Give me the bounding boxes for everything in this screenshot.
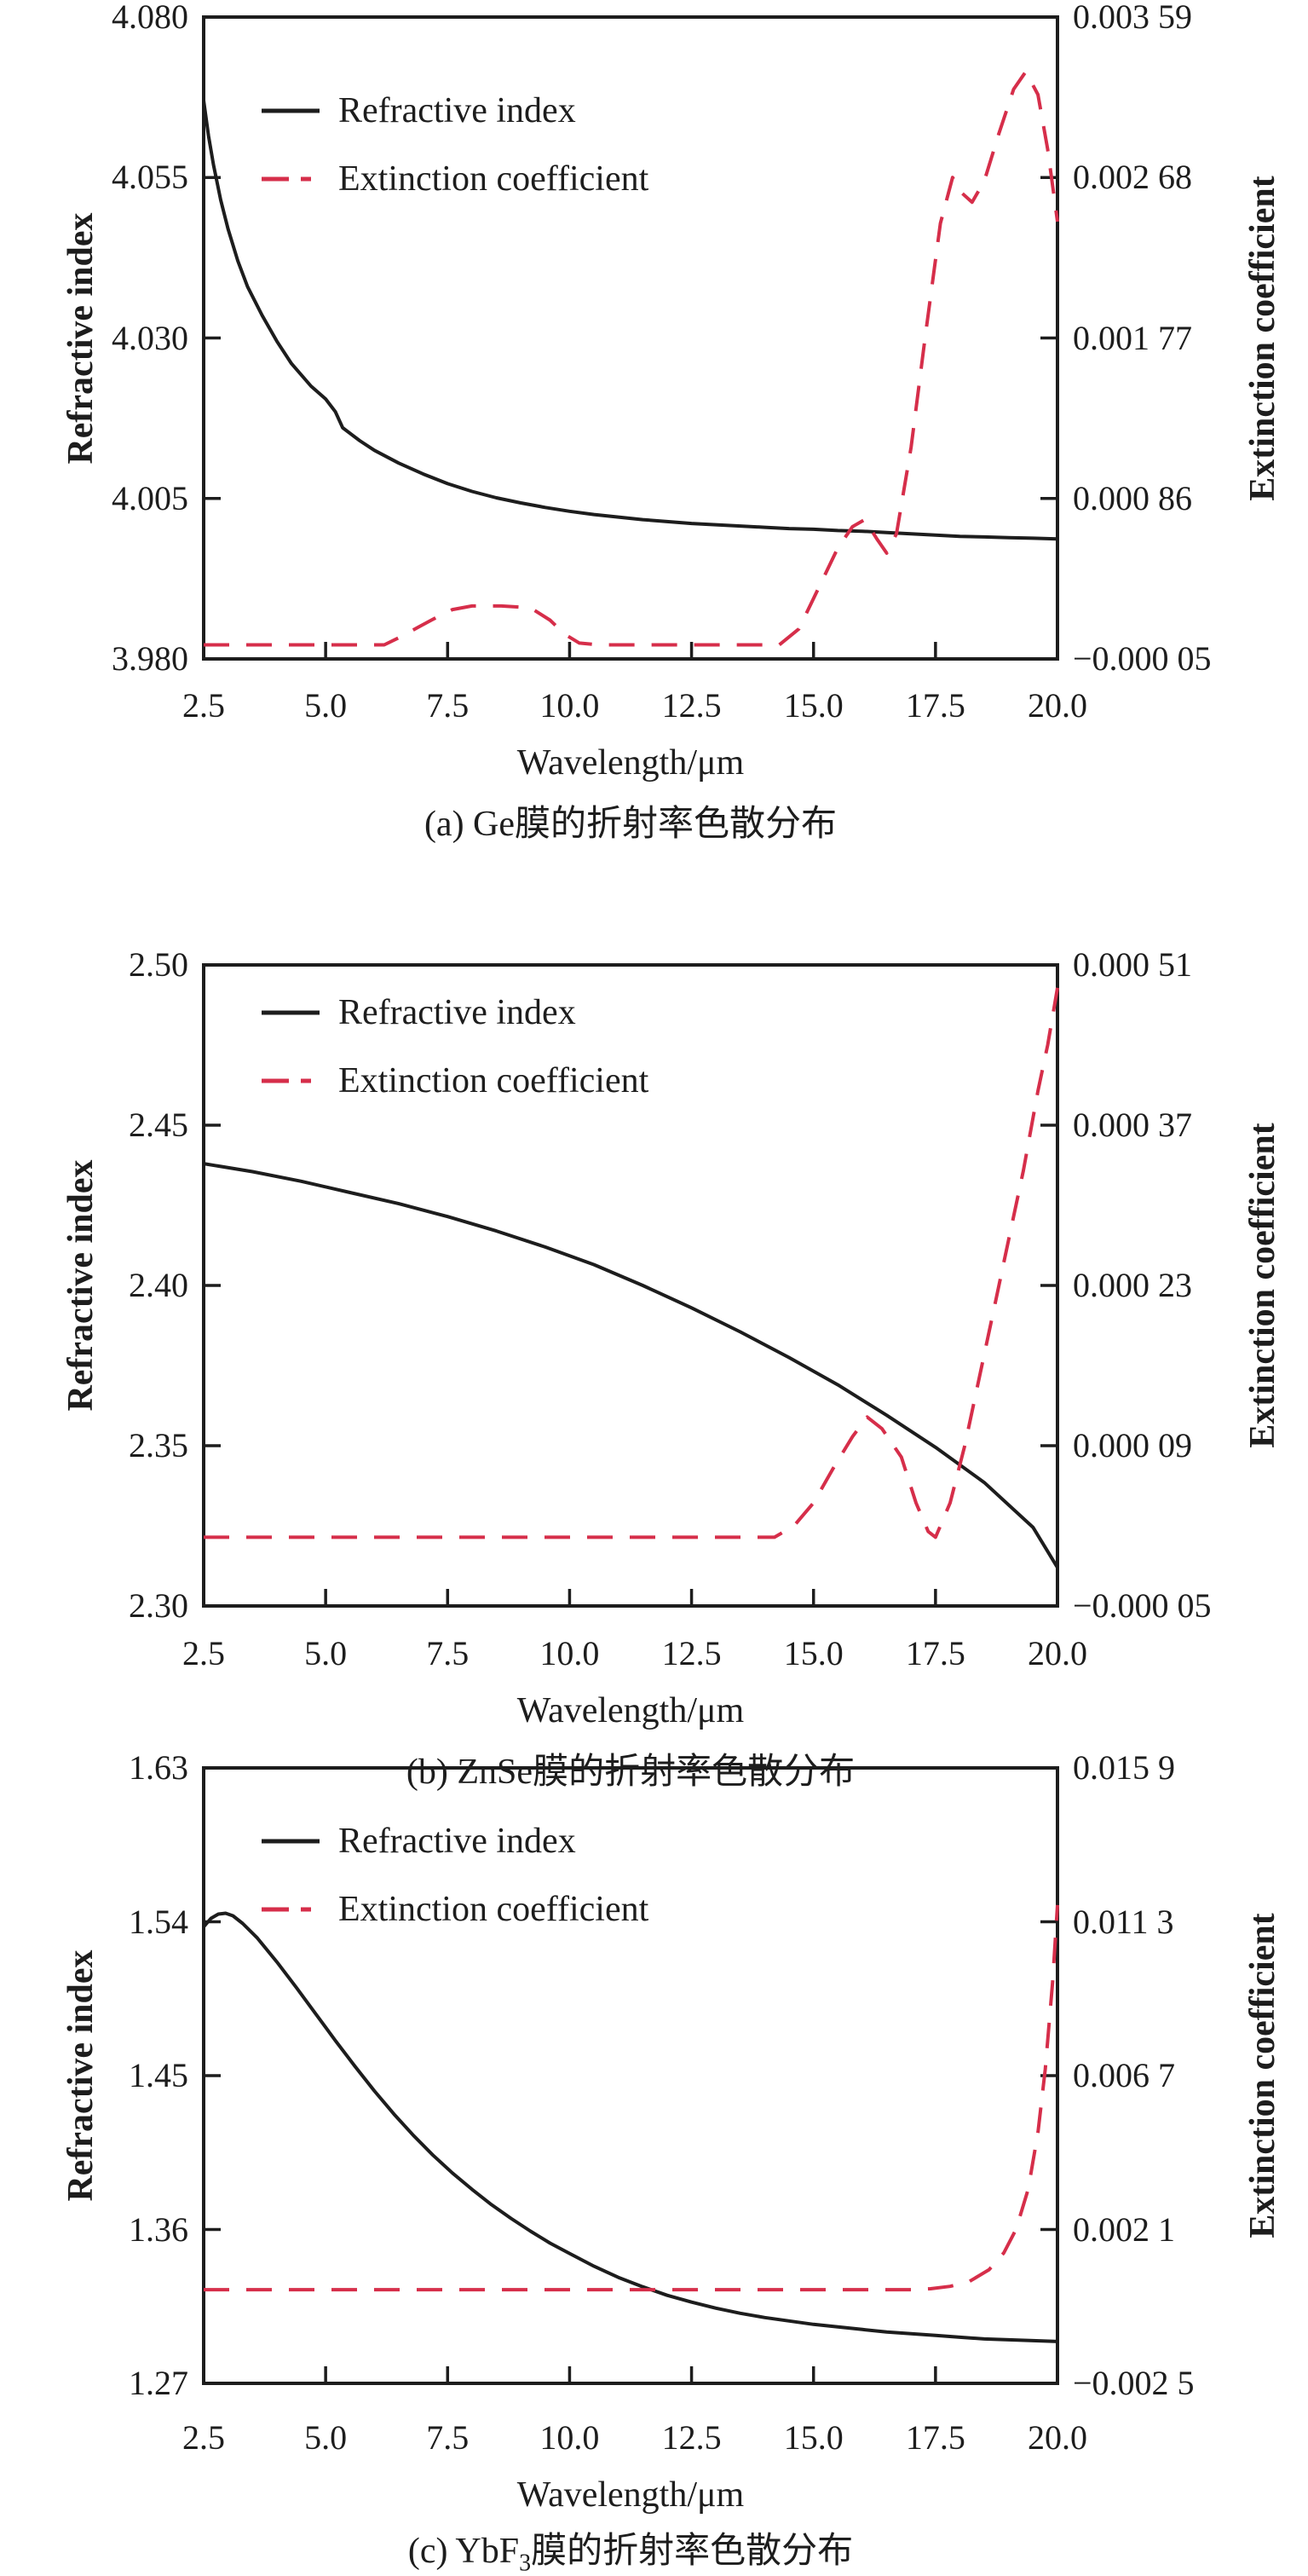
xtick-label: 5.0 [304,686,348,725]
legend-label-extinction-coefficient: Extinction coefficient [338,1061,649,1100]
caption-suffix: 膜的折射率色散分布 [515,805,838,844]
xtick-label: 12.5 [661,2418,722,2457]
xtick-label: 2.5 [182,1634,225,1672]
xtick-label: 2.5 [182,686,225,725]
xtick-label: 20.0 [1028,1634,1087,1672]
x-axis-label: Wavelength/μm [516,1691,745,1730]
ytick-label-right: 0.002 1 [1073,2209,1175,2249]
xtick-label: 20.0 [1028,686,1087,725]
xtick-label: 17.5 [905,686,965,725]
x-axis-label: Wavelength/μm [516,743,745,783]
ytick-label-left: 1.27 [129,2364,188,2402]
x-axis-label: Wavelength/μm [516,2475,745,2515]
legend-label-refractive-index: Refractive index [338,1822,576,1861]
xtick-label: 10.0 [539,2418,600,2457]
plot-area-a [202,15,1059,661]
xtick-label: 2.5 [182,2418,225,2457]
legend-label-refractive-index: Refractive index [338,993,576,1032]
refractive-index-curve [202,1911,1058,2343]
plot-border [202,963,1059,1608]
ytick-label-left: 2.50 [129,945,188,984]
xtick-label: 5.0 [304,2418,348,2457]
ytick-label-right: 0.001 77 [1073,318,1192,357]
caption-prefix: (b) ZnSe [406,1753,533,1792]
ytick-label-right: −0.000 05 [1073,1586,1212,1625]
ytick-label-left: 2.35 [129,1426,188,1464]
ytick-label-left: 1.36 [129,2209,188,2249]
xtick-label: 10.0 [539,686,600,725]
ytick-label-right: −0.002 5 [1073,2364,1195,2402]
legend-swatch-extinction-coefficient [262,176,320,182]
caption-suffix: 膜的折射率色散分布 [533,1753,856,1792]
caption-b: (b) ZnSe膜的折射率色散分布 [202,1754,1059,1796]
caption-suffix: 膜的折射率色散分布 [531,2532,854,2571]
y-axis-title-left: Refractive index [61,1949,101,2202]
ytick-label-left: 4.005 [112,478,188,517]
y-axis-title-left: Refractive index [61,1159,101,1412]
xtick-label: 20.0 [1028,2418,1087,2457]
caption-a: (a) Ge膜的折射率色散分布 [202,806,1059,848]
ytick-label-right: 0.003 59 [1073,0,1192,36]
ytick-label-right: 0.000 09 [1073,1426,1192,1464]
xtick-label: 10.0 [539,1634,600,1672]
caption-c: (c) YbF3膜的折射率色散分布 [202,2533,1059,2575]
xtick-label: 15.0 [783,2418,844,2457]
legend-swatch-refractive-index [262,108,320,113]
ytick-label-right: 0.000 37 [1073,1106,1192,1144]
y-axis-title-right: Extinction coefficient [1243,175,1282,501]
ytick-label-right: −0.000 05 [1073,639,1212,678]
legend-label-refractive-index: Refractive index [338,91,576,130]
ytick-label-right: 0.011 3 [1073,1902,1174,1941]
xtick-label: 12.5 [661,686,722,725]
caption-prefix: (c) YbF [407,2532,520,2571]
xtick-label: 17.5 [905,1634,965,1672]
caption-subscript: 3 [519,2550,532,2576]
ytick-label-right: 0.000 86 [1073,478,1192,517]
ytick-label-right: 0.006 7 [1073,2056,1175,2094]
xtick-label: 15.0 [783,686,844,725]
xtick-label: 17.5 [905,2418,965,2457]
ytick-label-left: 1.54 [129,1902,188,1941]
xtick-label: 7.5 [426,686,470,725]
ytick-label-right: 0.000 23 [1073,1266,1192,1304]
plot-border [202,1766,1059,2385]
legend-label-extinction-coefficient: Extinction coefficient [338,1890,649,1929]
legend-swatch-extinction-coefficient [262,1907,320,1912]
ytick-label-left: 2.40 [129,1266,188,1304]
ytick-label-left: 4.030 [112,318,188,357]
caption-prefix: (a) Ge [424,805,516,844]
ytick-label-right: 0.000 51 [1073,945,1192,984]
y-axis-title-right: Extinction coefficient [1243,1913,1282,2238]
ytick-label-left: 2.45 [129,1106,188,1144]
ytick-label-right: 0.015 9 [1073,1748,1175,1787]
plot-border [202,15,1059,661]
xtick-label: 7.5 [426,2418,470,2457]
extinction-coefficient-curve [204,70,1059,647]
y-axis-title-right: Extinction coefficient [1243,1123,1282,1448]
ytick-label-left: 4.080 [112,0,188,36]
refractive-index-curve [203,1162,1059,1568]
legend-swatch-refractive-index [262,1010,320,1015]
xtick-label: 15.0 [783,1634,844,1672]
extinction-coefficient-curve [204,1904,1059,2292]
refractive-index-curve [202,100,1058,541]
plot-area-c [202,1766,1059,2385]
legend-label-extinction-coefficient: Extinction coefficient [338,159,649,199]
ytick-label-left: 4.055 [112,158,188,197]
xtick-label: 12.5 [661,1634,722,1672]
ytick-label-left: 1.45 [129,2056,188,2094]
legend-swatch-extinction-coefficient [262,1078,320,1083]
xtick-label: 5.0 [304,1634,348,1672]
ytick-label-left: 1.63 [129,1748,188,1787]
plot-area-b [202,963,1059,1608]
ytick-label-left: 3.980 [112,639,188,678]
xtick-label: 7.5 [426,1634,470,1672]
extinction-coefficient-curve [204,987,1059,1539]
legend-swatch-refractive-index [262,1839,320,1844]
ytick-label-left: 2.30 [129,1586,188,1625]
y-axis-title-left: Refractive index [61,211,101,465]
ytick-label-right: 0.002 68 [1073,158,1192,197]
